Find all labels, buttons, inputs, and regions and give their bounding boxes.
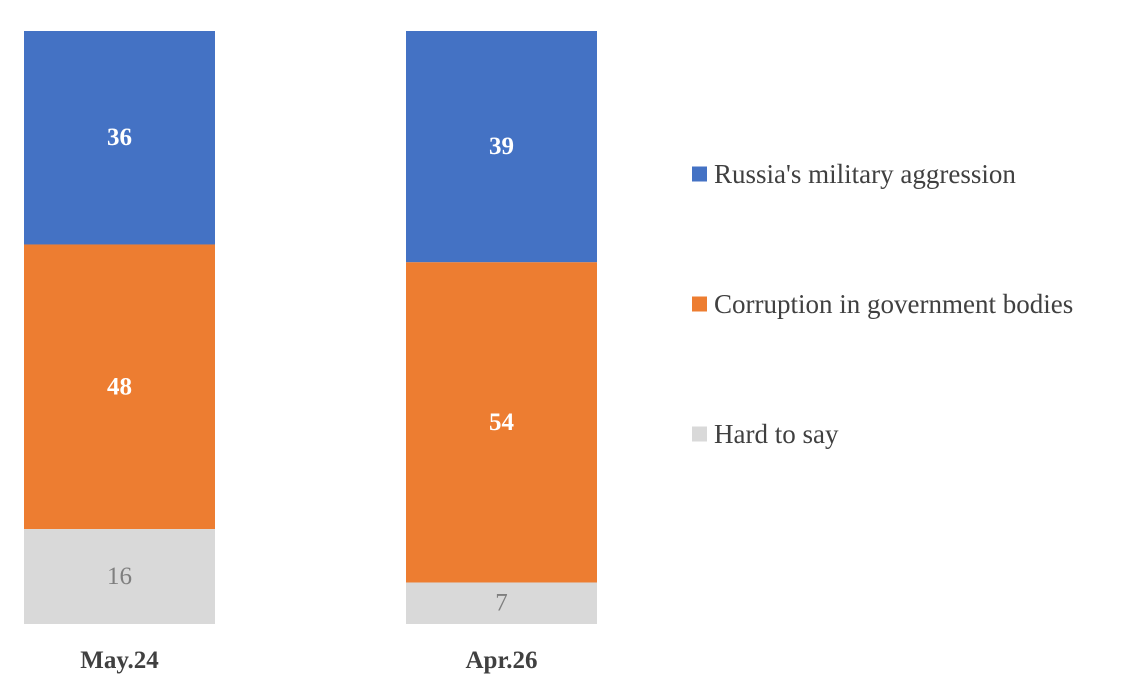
category-label: May.24	[80, 647, 159, 674]
legend-swatch	[692, 166, 707, 182]
legend: Russia's military aggression Corruption i…	[692, 159, 1073, 449]
legend-entry: Hard to say	[714, 419, 839, 449]
bar-segment	[24, 244, 215, 530]
category-label: Apr.26	[465, 647, 537, 674]
data-label: 36	[107, 124, 132, 151]
legend-swatch	[692, 296, 707, 312]
bar-segment	[24, 31, 215, 245]
data-label: 16	[107, 563, 132, 590]
legend-entry: Russia's military aggression	[714, 159, 1016, 189]
bars-group: 36 48 16 39 54 7	[24, 31, 597, 624]
category-labels: May.24 Apr.26	[80, 647, 537, 674]
bar-segment	[406, 582, 597, 624]
bar-segment	[406, 262, 597, 583]
data-label: 7	[495, 590, 508, 617]
legend-swatch	[692, 426, 707, 442]
data-label: 39	[489, 133, 514, 160]
bar-segment	[406, 31, 597, 263]
bar-segment	[24, 529, 215, 624]
data-label: 54	[489, 409, 515, 436]
data-label: 48	[107, 373, 132, 400]
legend-entry: Corruption in government bodies	[714, 289, 1073, 319]
